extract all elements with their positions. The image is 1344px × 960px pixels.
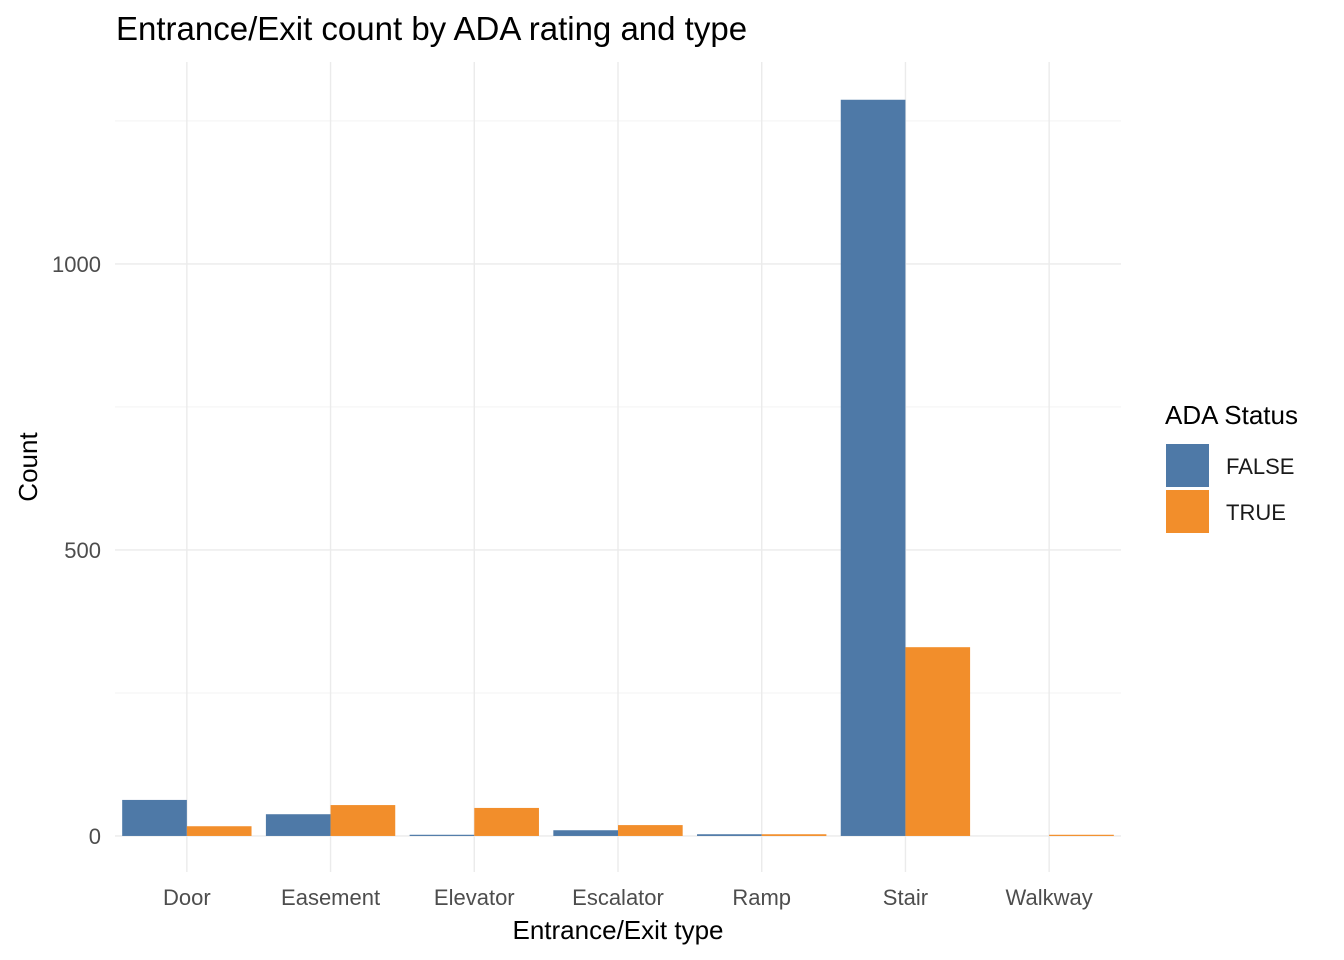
bar-easement-true — [330, 805, 396, 836]
bars — [122, 99, 1114, 836]
chart-title: Entrance/Exit count by ADA rating and ty… — [116, 10, 747, 47]
y-tick-label: 0 — [89, 824, 101, 849]
x-tick-label: Stair — [883, 885, 928, 910]
y-tick-label: 1000 — [52, 252, 101, 277]
x-tick-label: Elevator — [434, 885, 515, 910]
y-tick-label: 500 — [64, 538, 101, 563]
y-axis-title: Count — [13, 432, 43, 502]
bar-ramp-true — [761, 834, 827, 836]
legend-title: ADA Status — [1165, 400, 1298, 430]
legend-label-true: TRUE — [1226, 500, 1286, 525]
x-axis-title: Entrance/Exit type — [513, 915, 724, 945]
x-axis-ticks: Door Easement Elevator Escalator Ramp Stair Wa… — [163, 885, 1093, 910]
x-tick-label: Door — [163, 885, 211, 910]
bar-easement-false — [265, 814, 331, 836]
bar-elevator-true — [474, 807, 539, 836]
bar-door-true — [186, 826, 252, 836]
legend: ADA Status FALSE TRUE — [1165, 400, 1298, 533]
bar-stair-false — [840, 99, 906, 836]
legend-swatch-false — [1166, 444, 1209, 487]
bar-stair-true — [905, 647, 971, 836]
bar-escalator-false — [553, 830, 618, 836]
bar-walkway-true — [1049, 834, 1114, 836]
y-axis-ticks: 0 500 1000 — [52, 252, 101, 849]
bar-elevator-false — [409, 834, 475, 836]
legend-label-false: FALSE — [1226, 454, 1294, 479]
legend-swatch-true — [1166, 490, 1209, 533]
bar-door-false — [122, 799, 187, 836]
x-tick-label: Escalator — [572, 885, 664, 910]
x-tick-label: Easement — [281, 885, 380, 910]
bar-ramp-false — [697, 834, 762, 836]
bar-escalator-true — [618, 825, 683, 836]
x-tick-label: Ramp — [732, 885, 791, 910]
x-tick-label: Walkway — [1006, 885, 1093, 910]
